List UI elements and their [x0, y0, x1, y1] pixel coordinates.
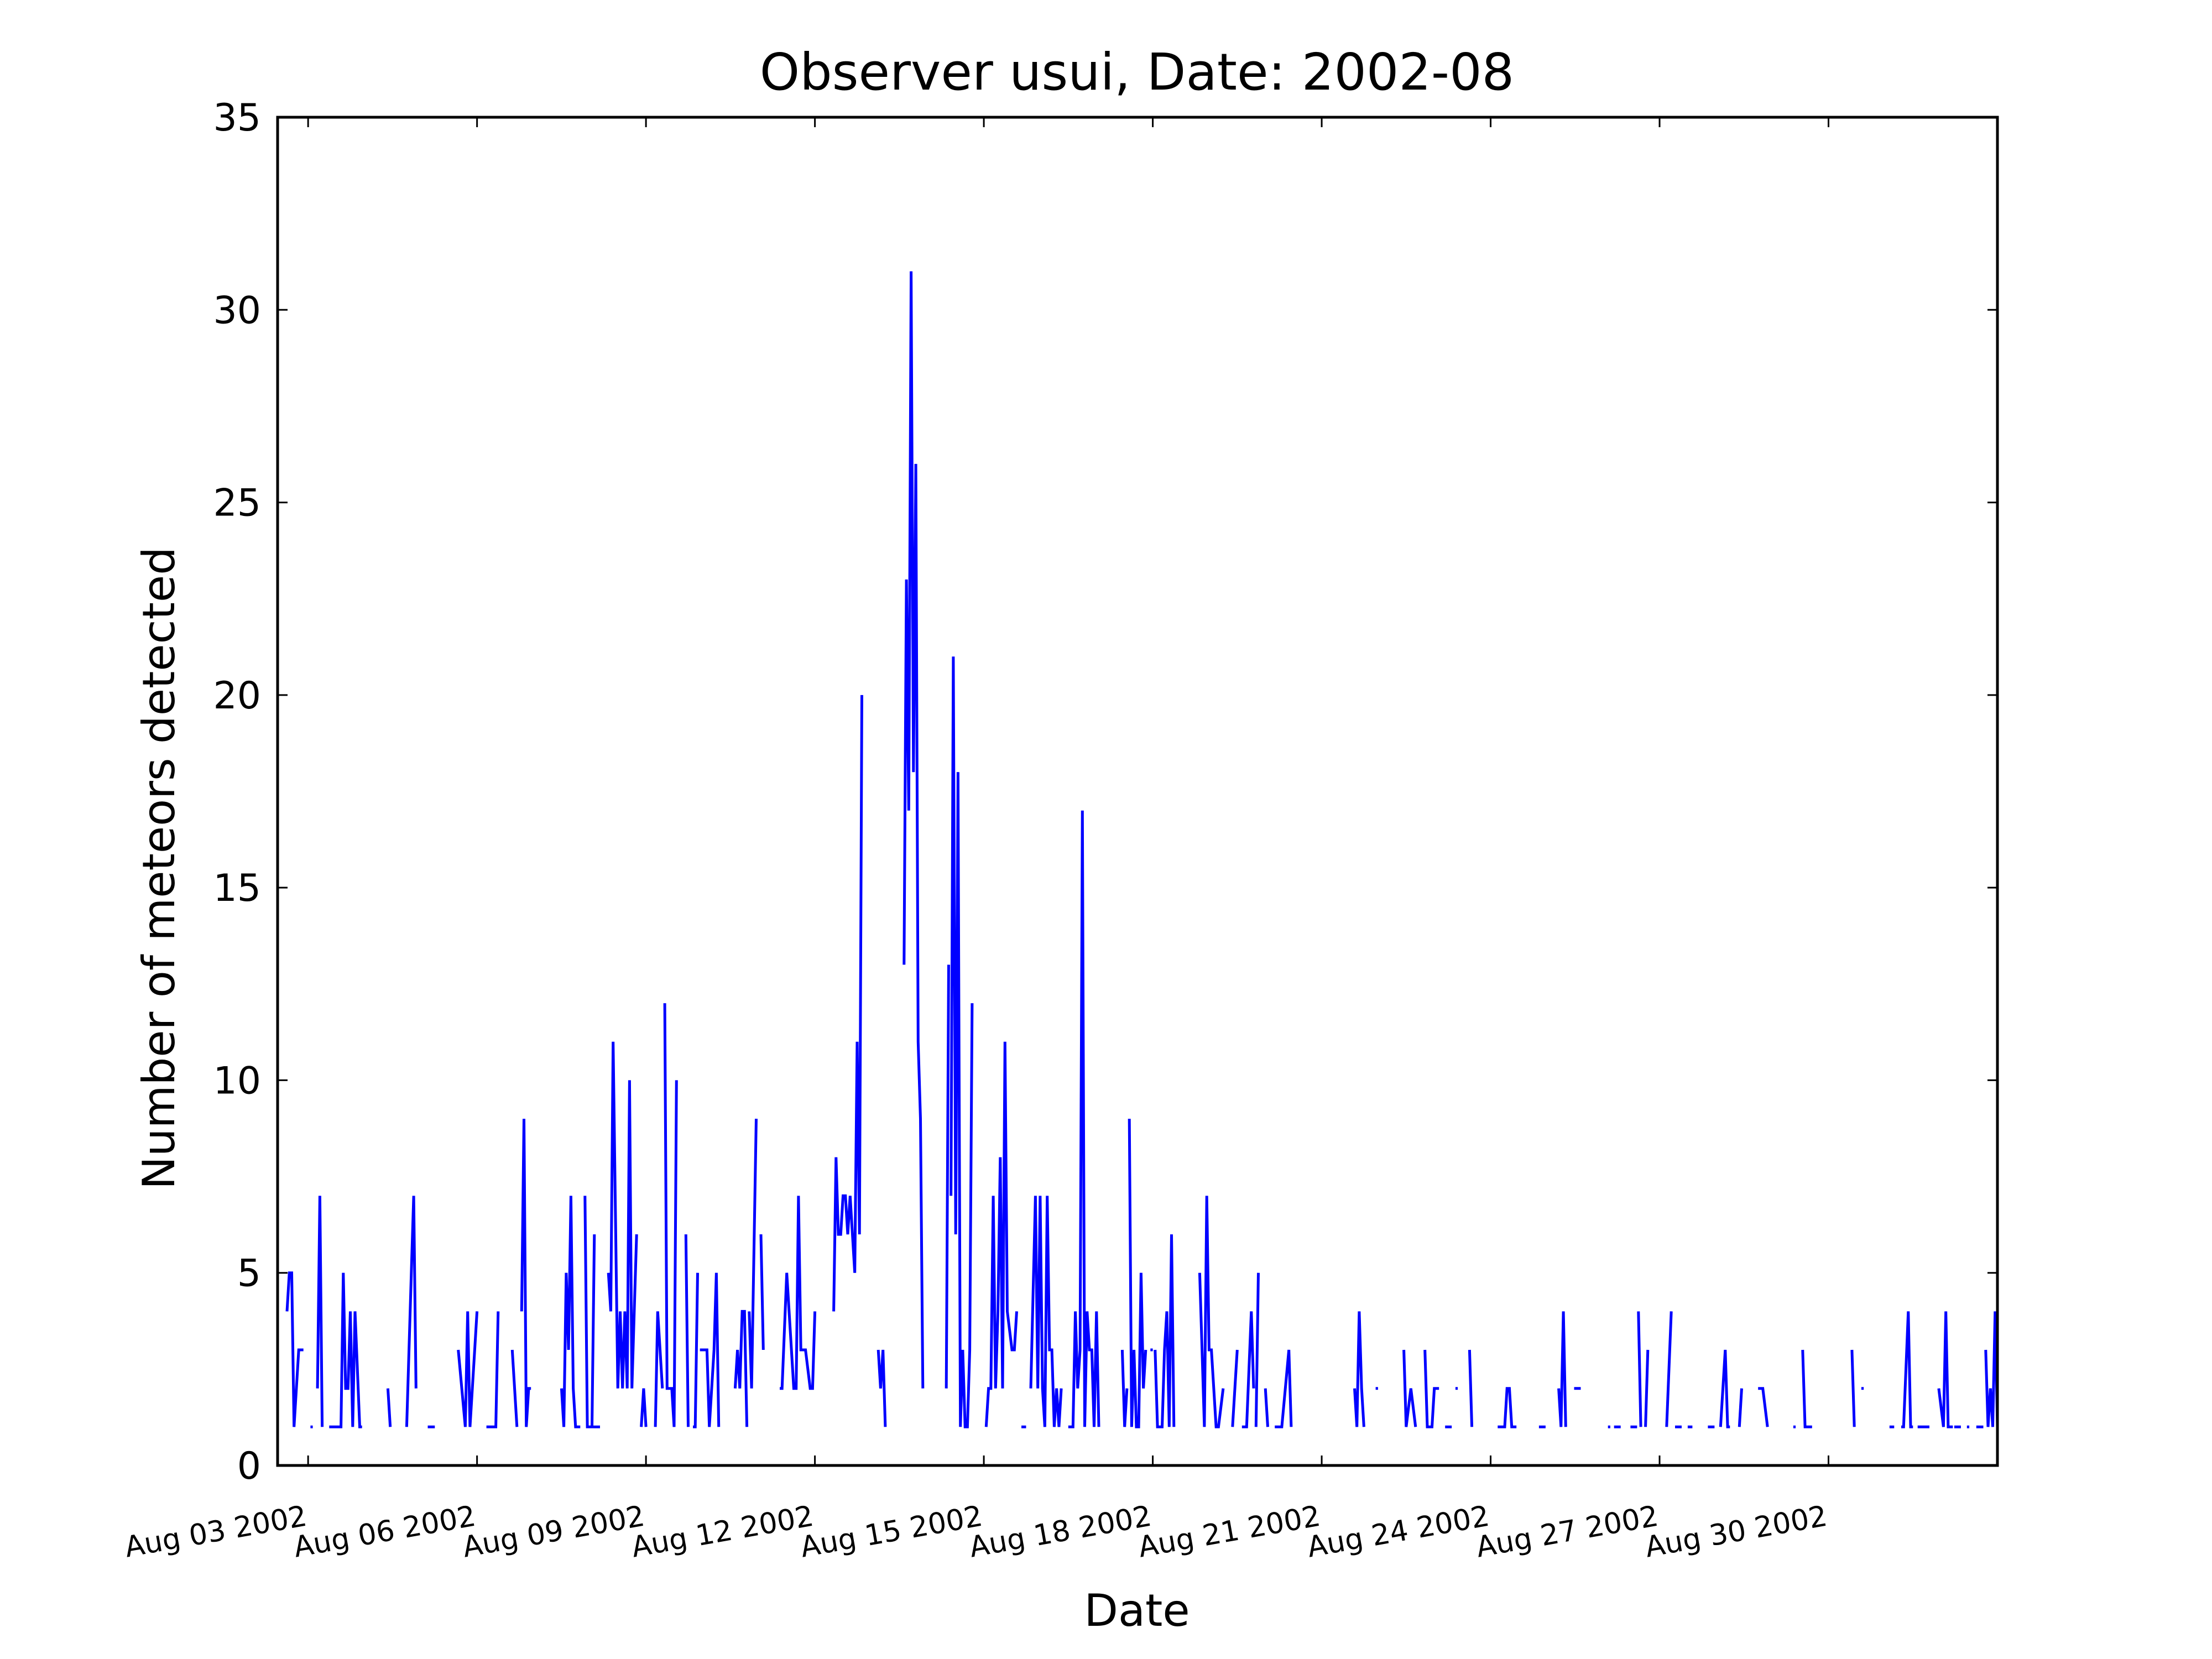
y-tick-label: 10	[213, 1059, 261, 1103]
series-line-segment	[1264, 1388, 1269, 1427]
y-tick-label: 15	[213, 867, 261, 910]
series-line-segment	[950, 656, 974, 1428]
series-line-segment	[640, 1388, 648, 1427]
series-line-segment	[1353, 1311, 1365, 1427]
series-line-segment	[832, 695, 863, 1312]
series-line-segment	[1198, 1196, 1225, 1428]
series-line-segment	[405, 1196, 418, 1427]
series-line-segment	[1637, 1311, 1642, 1427]
series-line-segment	[733, 1310, 749, 1427]
x-axis-label: Date	[1084, 1585, 1190, 1636]
series-line-segment	[1275, 1349, 1293, 1428]
series-line-segment	[1984, 1311, 1999, 1427]
y-tick-label: 20	[213, 674, 261, 718]
series-line-segment	[1557, 1311, 1567, 1427]
series-line-segment	[1758, 1387, 1769, 1427]
series-line-segment	[386, 1388, 392, 1427]
y-axis-label: Number of meteors detected	[133, 547, 185, 1190]
series-line-segment	[607, 1041, 638, 1389]
series-line-segment	[1665, 1311, 1673, 1427]
series-line-segment	[663, 1003, 678, 1427]
series-line-segment	[1241, 1311, 1255, 1428]
series-line-segment	[1068, 810, 1100, 1428]
series-line-segment	[1644, 1349, 1650, 1427]
series-line-segment	[486, 1311, 500, 1428]
y-tick-label: 30	[213, 289, 261, 332]
series-line-segment	[1901, 1311, 1913, 1428]
series-1	[285, 271, 1999, 1428]
y-tick-label: 25	[213, 482, 261, 525]
series-line-segment	[1801, 1349, 1812, 1428]
y-tick-label: 5	[237, 1252, 261, 1296]
series-line-segment	[1423, 1349, 1439, 1428]
series-line-segment	[1850, 1349, 1856, 1427]
series-line-segment	[1402, 1349, 1417, 1427]
series-line-segment	[1154, 1234, 1176, 1428]
series-line-segment	[1231, 1349, 1239, 1427]
axes-frame	[276, 116, 1999, 1467]
series-line-segment	[654, 1311, 664, 1427]
series-line-segment	[1719, 1349, 1730, 1428]
plot-area	[285, 271, 1999, 1428]
y-tick-label: 35	[213, 96, 261, 140]
series-line-segment	[759, 1234, 765, 1350]
series-line-segment	[583, 1196, 596, 1428]
series-line-segment	[285, 1271, 304, 1427]
chart-title: Observer usui, Date: 2002-08	[760, 43, 1514, 102]
series-line-segment	[945, 964, 950, 1389]
series-line-segment	[1937, 1311, 1953, 1428]
series-line-segment	[510, 1349, 519, 1427]
series-line-segment	[700, 1272, 721, 1427]
series-line-segment	[780, 1196, 817, 1390]
series-line-segment	[748, 1119, 758, 1389]
series-line-segment	[984, 1041, 1018, 1427]
series-line-segment	[1254, 1272, 1260, 1427]
series-line-segment	[902, 271, 925, 1389]
y-tick-label: 0	[237, 1444, 261, 1488]
series-line-segment	[560, 1196, 581, 1428]
series-line-segment	[1029, 1196, 1063, 1427]
series-line-segment	[684, 1234, 690, 1427]
series-line-segment	[1120, 1349, 1129, 1427]
series-line-segment	[1468, 1349, 1474, 1427]
series-line-segment	[877, 1349, 887, 1427]
series-line-segment	[693, 1272, 699, 1428]
series-line-segment	[1738, 1388, 1743, 1427]
series-line-segment	[316, 1196, 324, 1427]
series-line-segment	[329, 1272, 362, 1428]
series-line-segment	[520, 1119, 531, 1427]
series-line-segment	[457, 1311, 479, 1427]
series-line-segment	[1498, 1387, 1517, 1428]
series-line-segment	[1128, 1119, 1147, 1428]
